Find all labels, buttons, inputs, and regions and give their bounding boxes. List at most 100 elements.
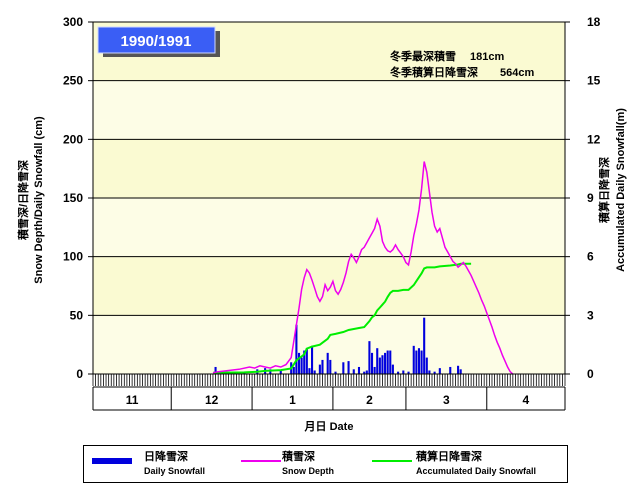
daily-snowfall-bar: [347, 361, 350, 374]
daily-snowfall-bar: [459, 369, 462, 374]
legend-swatch-depth: [241, 460, 281, 462]
left-axis-title-jp: 積雪深/日降雪深: [16, 160, 30, 241]
left-tick-label: 250: [63, 74, 83, 88]
gridlines: [93, 80, 565, 316]
daily-snowfall-bar: [449, 366, 452, 374]
daily-snowfall-bar: [326, 352, 329, 374]
right-axis-ticks: 0 3 6 9 12 15 18: [565, 15, 601, 381]
daily-snowfall-bar: [311, 345, 314, 374]
left-tick-label: 50: [70, 308, 84, 322]
left-tick-label: 0: [76, 367, 83, 381]
daily-snowfall-bar: [352, 369, 355, 374]
daily-snowfall-bar: [334, 371, 337, 374]
daily-snowfall-bar: [329, 359, 332, 374]
max-depth-label: 冬季最深積雪: [390, 49, 456, 63]
daily-snowfall-bar: [415, 350, 418, 374]
right-tick-label: 6: [587, 250, 594, 264]
season-label: 1990/1991: [121, 33, 192, 50]
month-label: 12: [205, 393, 219, 407]
background-band: [93, 198, 565, 257]
daily-snowfall-bar: [407, 371, 410, 374]
daily-snowfall-bar: [384, 352, 387, 374]
legend-item-daily: 日降雪深 Daily Snowfall: [144, 450, 205, 478]
daily-snowfall-bar: [423, 317, 426, 374]
daily-snowfall-bar: [292, 366, 295, 374]
left-tick-label: 300: [63, 15, 83, 29]
daily-snowfall-bar: [303, 350, 306, 374]
daily-snowfall-bar: [295, 324, 298, 374]
month-label: 2: [366, 393, 373, 407]
daily-snowfall-bar: [433, 371, 436, 374]
x-axis-title: 月日 Date: [304, 420, 354, 433]
winter-stats: 冬季最深積雪 181cm 冬季積算日降雪深 564cm: [390, 49, 534, 79]
daily-snowfall-bar: [321, 359, 324, 374]
accum-snowfall-label: 冬季積算日降雪深: [390, 65, 478, 79]
month-label: 11: [126, 393, 139, 407]
background-bands: [93, 22, 565, 374]
right-tick-label: 15: [587, 74, 601, 88]
daily-snowfall-bar: [269, 369, 272, 374]
legend-accum-en: Accumulated Daily Snowfall: [416, 466, 537, 476]
daily-snowfall-bar: [313, 370, 316, 374]
right-axis-title-jp: 積算日降雪深: [597, 157, 611, 224]
right-tick-label: 3: [587, 308, 594, 322]
daily-snowfall-bar: [457, 365, 460, 374]
right-tick-label: 12: [587, 132, 601, 146]
background-band: [93, 315, 565, 374]
right-tick-label: 0: [587, 367, 594, 381]
right-tick-label: 18: [587, 15, 601, 29]
daily-snowfall-bar: [417, 348, 421, 374]
month-label: 3: [443, 393, 450, 407]
left-tick-label: 200: [63, 132, 83, 146]
right-axis-title-en: Accumulated Daily Snowfall(m): [615, 108, 627, 272]
daily-snowfall-bar: [386, 350, 389, 374]
max-depth-value: 181cm: [470, 51, 504, 63]
daily-snowfall-bar: [420, 350, 423, 374]
daily-snowfall-bar: [365, 370, 368, 374]
left-axis-ticks: 0 50 100 150 200 250 300: [63, 15, 93, 381]
daily-snowfall-bar: [378, 357, 381, 374]
daily-snowfall-series: [214, 317, 462, 374]
daily-snowfall-bar: [376, 348, 379, 374]
legend-daily-jp: 日降雪深: [144, 451, 188, 463]
daily-snowfall-bar: [402, 370, 405, 374]
daily-snowfall-bar: [363, 371, 366, 374]
legend-depth-en: Snow Depth: [282, 466, 334, 476]
daily-snowfall-bar: [412, 345, 415, 374]
legend-daily-en: Daily Snowfall: [144, 466, 206, 476]
legend-item-accum: 積算日降雪深 Accumulated Daily Snowfall: [416, 450, 536, 478]
daily-snowfall-bar: [305, 348, 308, 374]
season-badge: 1990/1991: [97, 26, 220, 57]
left-tick-label: 150: [63, 191, 83, 205]
background-band: [93, 256, 565, 316]
x-axis: 11 12 1 2 3 4: [92, 374, 566, 411]
month-label: 4: [523, 393, 530, 407]
legend-swatch-accum: [372, 460, 412, 462]
accumulated-snowfall-line: [212, 262, 472, 374]
daily-snowfall-bar: [279, 370, 282, 374]
legend-swatch-daily: [92, 458, 132, 464]
daily-snowfall-bar: [397, 371, 400, 374]
daily-snowfall-bar: [428, 370, 431, 374]
daily-snowfall-bar: [318, 364, 321, 374]
daily-snowfall-bar: [391, 364, 394, 374]
background-band: [93, 139, 565, 198]
daily-snowfall-bar: [438, 368, 441, 374]
line-series: [212, 161, 514, 375]
daily-snowfall-bar: [342, 362, 345, 374]
accum-snowfall-value: 564cm: [500, 67, 534, 79]
background-band: [93, 80, 565, 140]
daily-snowfall-bar: [373, 366, 376, 374]
daily-snowfall-bar: [368, 341, 371, 374]
month-label: 1: [289, 393, 296, 407]
legend: 日降雪深 Daily Snowfall 積雪深 Snow Depth 積算日降雪…: [83, 445, 568, 483]
right-tick-label: 9: [587, 191, 594, 205]
legend-depth-jp: 積雪深: [282, 451, 315, 463]
daily-snowfall-bar: [389, 350, 392, 374]
daily-snowfall-bar: [297, 352, 301, 374]
legend-accum-jp: 積算日降雪深: [416, 451, 482, 463]
daily-snowfall-bar: [425, 357, 428, 374]
daily-snowfall-bar: [370, 352, 374, 374]
daily-snowfall-bar: [381, 355, 384, 374]
